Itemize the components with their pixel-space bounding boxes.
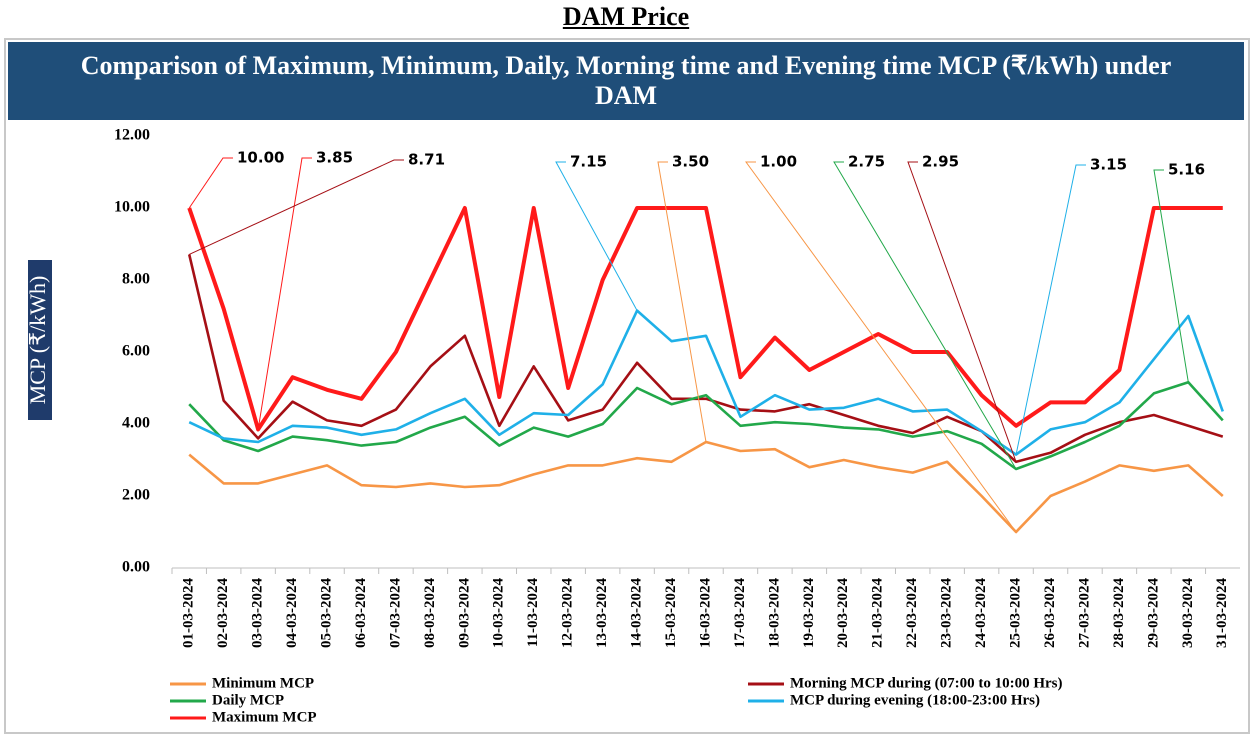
series-line (187, 206, 1223, 432)
x-tick-label: 20-03-2024 (835, 578, 851, 648)
annotation-leader (745, 161, 1017, 533)
annotation-leader (189, 159, 404, 255)
annotation-leader (657, 161, 707, 443)
x-tick-label: 13-03-2024 (594, 578, 610, 648)
x-tick-label: 01-03-2024 (181, 578, 197, 648)
x-tick-label: 02-03-2024 (215, 578, 231, 648)
y-tick-label: 4.00 (122, 415, 150, 432)
annotation-leader (555, 161, 638, 311)
x-tick-label: 03-03-2024 (250, 578, 266, 648)
legend-label: MCP during evening (18:00-23:00 Hrs) (790, 692, 1040, 708)
x-tick-label: 21-03-2024 (870, 578, 886, 648)
chart-title: Comparison of Maximum, Minimum, Daily, M… (80, 51, 1172, 110)
x-tick-label: 22-03-2024 (904, 578, 920, 648)
x-tick-label: 23-03-2024 (939, 578, 955, 648)
x-tick-label: 11-03-2024 (525, 578, 541, 648)
title-band: Comparison of Maximum, Minimum, Daily, M… (8, 42, 1244, 120)
x-tick-label: 14-03-2024 (629, 578, 645, 648)
x-tick-label: 24-03-2024 (973, 578, 989, 648)
x-tick-label: 08-03-2024 (422, 578, 438, 648)
series-line (188, 309, 1224, 456)
x-tick-label: 15-03-2024 (663, 578, 679, 648)
x-tick-label: 19-03-2024 (801, 578, 817, 648)
legend-label: Maximum MCP (212, 709, 317, 725)
annotation-label: 7.15 (570, 153, 607, 171)
annotation-leader (907, 161, 1017, 462)
annotation-label: 1.00 (760, 153, 797, 171)
x-tick-label: 30-03-2024 (1180, 578, 1196, 648)
annotation-label: 5.16 (1168, 161, 1205, 179)
annotation-label: 2.95 (922, 153, 959, 171)
x-tick-label: 25-03-2024 (1008, 578, 1024, 648)
x-tick-label: 29-03-2024 (1145, 578, 1161, 648)
chart-frame (4, 38, 1250, 734)
x-tick-label: 09-03-2024 (456, 578, 472, 648)
x-tick-label: 18-03-2024 (766, 578, 782, 648)
annotation-leader (1015, 164, 1086, 455)
legend-label: Morning MCP during (07:00 to 10:00 Hrs) (790, 675, 1062, 691)
series-line (188, 440, 1224, 534)
y-tick-label: 2.00 (122, 487, 150, 504)
x-tick-label: 16-03-2024 (697, 578, 713, 648)
annotation-label: 8.71 (408, 151, 445, 169)
legend-label: Minimum MCP (212, 675, 314, 691)
x-tick-label: 05-03-2024 (318, 578, 334, 648)
y-tick-label: 8.00 (122, 271, 150, 288)
y-tick-label: 0.00 (122, 559, 150, 576)
x-tick-label: 27-03-2024 (1076, 578, 1092, 648)
annotation-leader (1153, 169, 1189, 383)
x-tick-label: 17-03-2024 (732, 578, 748, 648)
x-tick-label: 10-03-2024 (491, 578, 507, 648)
series-line (188, 380, 1224, 471)
annotation-leader (188, 157, 233, 209)
y-tick-label: 12.00 (114, 127, 150, 144)
x-tick-label: 07-03-2024 (387, 578, 403, 648)
page-heading: DAM Price (562, 2, 690, 31)
x-tick-label: 04-03-2024 (284, 578, 300, 648)
annotation-label: 3.85 (316, 149, 353, 167)
x-tick-label: 26-03-2024 (1042, 578, 1058, 648)
x-tick-label: 12-03-2024 (560, 578, 576, 648)
y-tick-label: 10.00 (114, 199, 150, 216)
x-tick-label: 06-03-2024 (353, 578, 369, 648)
annotation-label: 3.50 (672, 153, 709, 171)
annotation-leader (833, 161, 1017, 470)
y-tick-label: 6.00 (122, 343, 150, 360)
legend-label: Daily MCP (212, 692, 284, 708)
x-tick-label: 28-03-2024 (1111, 578, 1127, 648)
annotation-label: 10.00 (237, 149, 284, 167)
x-tick-label: 31-03-2024 (1214, 578, 1230, 648)
annotation-label: 3.15 (1090, 156, 1127, 174)
y-axis-label: MCP (₹/kWh) (25, 276, 50, 405)
annotation-leader (257, 157, 312, 430)
series-line (187, 254, 1224, 464)
annotation-label: 2.75 (848, 153, 885, 171)
y-label-box (28, 260, 52, 420)
